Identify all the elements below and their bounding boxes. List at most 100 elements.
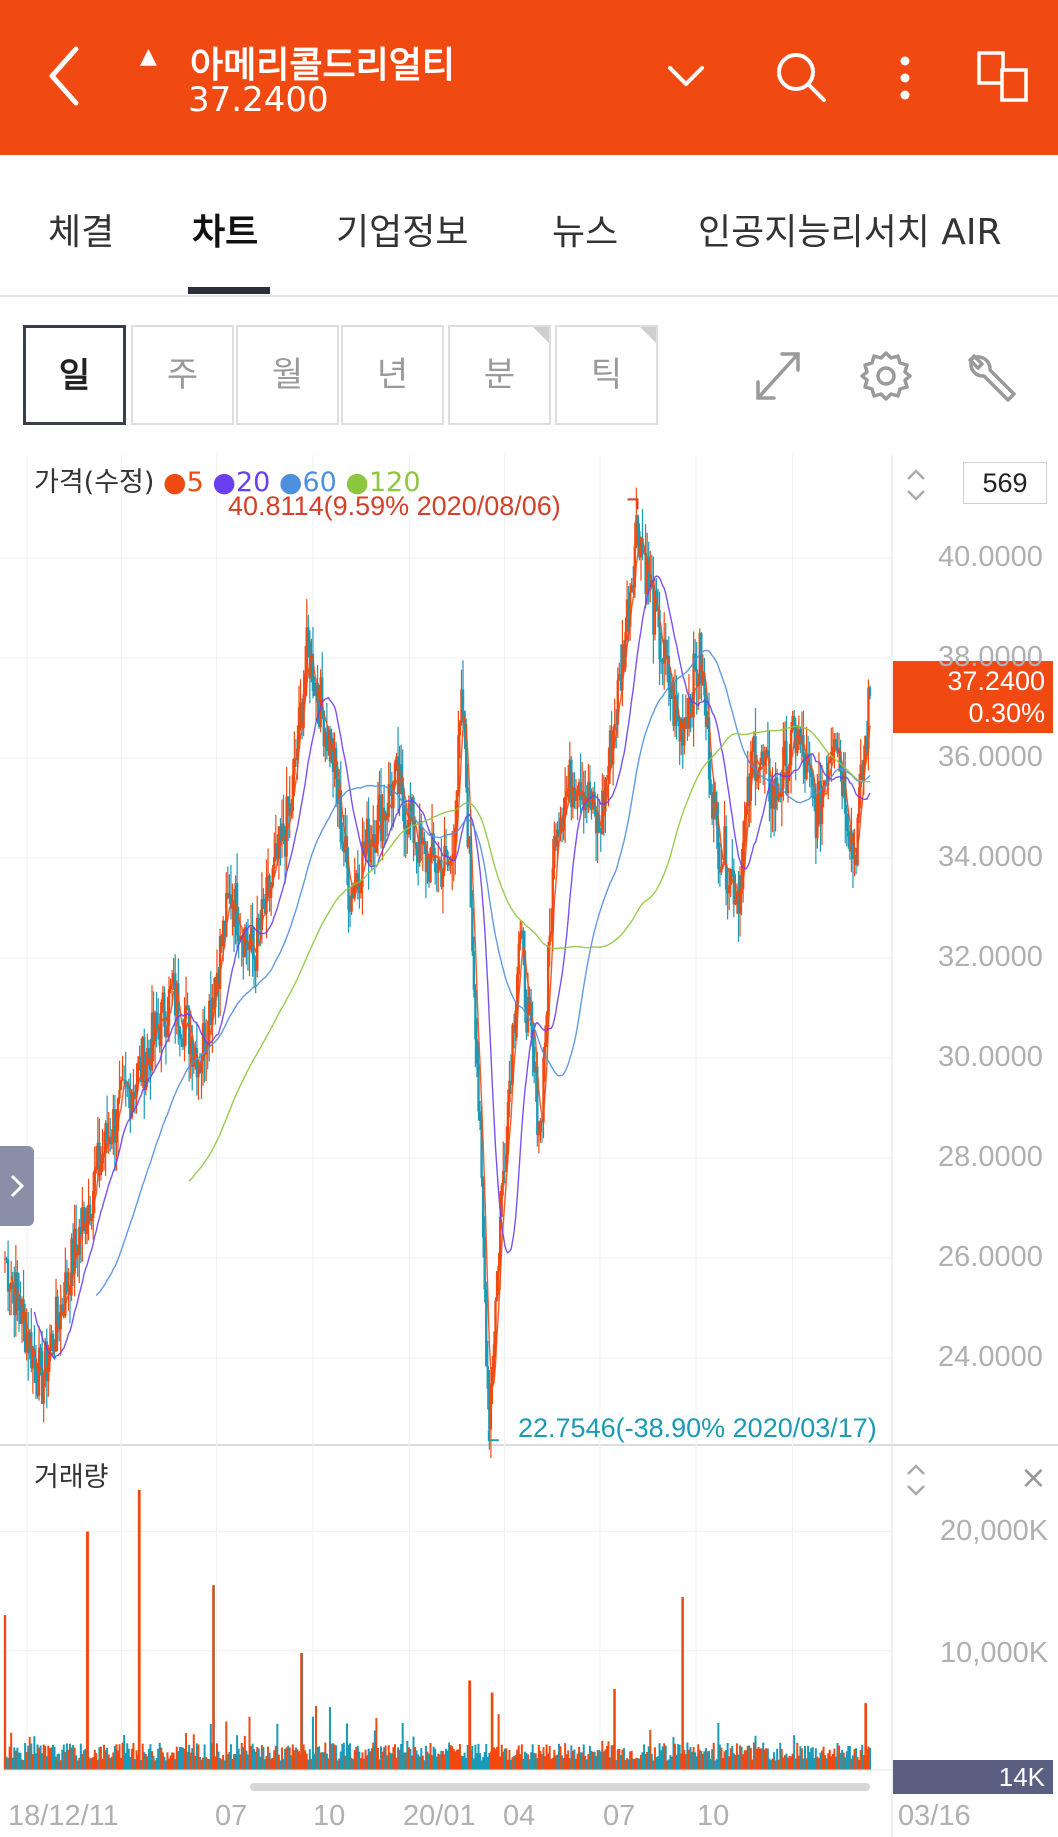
volume-bar — [813, 1757, 816, 1770]
volume-bar — [287, 1745, 290, 1770]
candle-body — [498, 1216, 502, 1266]
candle-body — [542, 1057, 545, 1123]
candle-body — [102, 1152, 106, 1155]
panel-resize-icon[interactable] — [904, 465, 928, 505]
volume-bar — [848, 1746, 851, 1770]
candle-body — [223, 920, 226, 937]
panel-resize-icon[interactable] — [904, 1460, 928, 1500]
stock-name[interactable]: 아메리콜드리얼티 — [190, 45, 455, 86]
candle-body — [211, 997, 214, 1025]
volume-bar — [779, 1742, 782, 1770]
candle-body — [274, 843, 277, 857]
candle-body — [862, 759, 866, 782]
volume-peak-bar — [613, 1688, 616, 1770]
candle-body — [401, 777, 404, 805]
period-day-button[interactable]: 일 — [23, 325, 126, 425]
volume-bar — [294, 1747, 297, 1770]
data-count-box[interactable]: 569 — [963, 462, 1047, 504]
candle-body — [146, 1047, 149, 1066]
tab-ai-research[interactable]: 인공지능리서치 AIR — [698, 212, 1002, 253]
search-icon[interactable] — [774, 50, 828, 104]
candle-body — [433, 855, 437, 873]
candle-body — [693, 653, 697, 670]
candle-body — [324, 731, 327, 747]
candle-body — [229, 894, 233, 909]
candle-body — [621, 644, 624, 691]
candle-body — [687, 697, 691, 729]
candle-body — [842, 772, 845, 797]
candle-body — [861, 764, 864, 782]
candle-body — [745, 806, 748, 820]
period-year-button[interactable]: 년 — [341, 325, 444, 425]
volume-bar — [403, 1752, 406, 1770]
candle-body — [791, 715, 794, 730]
x-tick: 04 — [503, 1800, 536, 1832]
candle-body — [424, 845, 428, 873]
period-tick-button[interactable]: 틱 — [555, 325, 658, 425]
volume-bar — [754, 1735, 757, 1770]
candle-body — [429, 847, 432, 882]
volume-bar — [771, 1758, 774, 1770]
chart-area[interactable] — [0, 455, 1058, 1837]
candle-body — [242, 935, 245, 957]
candle-body — [178, 1026, 182, 1039]
tab-company-info[interactable]: 기업정보 — [336, 212, 469, 253]
volume-bar — [745, 1750, 748, 1770]
volume-bar — [169, 1755, 172, 1770]
tab-trades[interactable]: 체결 — [48, 212, 115, 253]
volume-bar — [369, 1751, 372, 1770]
candle-body — [78, 1227, 81, 1256]
candle-body — [480, 1120, 483, 1179]
close-icon[interactable]: × — [1020, 1458, 1047, 1496]
more-vertical-icon[interactable] — [898, 55, 912, 101]
volume-bar — [602, 1751, 605, 1770]
split-screen-icon[interactable] — [976, 50, 1030, 104]
period-week-button[interactable]: 주 — [131, 325, 234, 425]
candle-body — [6, 1259, 10, 1292]
low-marker — [487, 1430, 499, 1442]
candle-body — [116, 1098, 120, 1132]
candle-body — [441, 871, 445, 887]
volume-bar — [246, 1754, 249, 1770]
volume-bar — [262, 1747, 265, 1770]
volume-peak-bar — [681, 1597, 684, 1770]
candle-body — [413, 842, 417, 844]
volume-bar — [349, 1743, 352, 1770]
volume-bar — [55, 1756, 58, 1770]
candle-body — [468, 836, 471, 847]
settings-gear-icon[interactable] — [858, 348, 914, 404]
top-bar: ▲ 아메리콜드리얼티 37.2400 — [0, 0, 1058, 155]
volume-bar — [551, 1757, 554, 1770]
candle-body — [415, 842, 418, 849]
tab-chart[interactable]: 차트 — [192, 212, 259, 253]
volume-bar — [649, 1729, 652, 1770]
candle-body — [101, 1154, 104, 1164]
volume-bar — [604, 1749, 607, 1770]
tab-news[interactable]: 뉴스 — [552, 212, 619, 253]
expand-icon[interactable] — [752, 348, 804, 404]
candle-body — [811, 777, 814, 787]
volume-bar — [409, 1749, 412, 1770]
back-chevron-icon[interactable] — [44, 45, 84, 107]
wrench-icon[interactable] — [964, 350, 1020, 406]
volume-bar — [336, 1760, 339, 1770]
candle-body — [537, 1132, 541, 1135]
candle-body — [300, 702, 304, 728]
candle-body — [735, 891, 739, 901]
side-panel-handle[interactable] — [0, 1146, 34, 1226]
candle-body — [105, 1123, 109, 1142]
candle-body — [110, 1142, 113, 1145]
candle-body — [653, 590, 657, 635]
period-minute-button[interactable]: 분 — [448, 325, 551, 425]
period-month-button[interactable]: 월 — [236, 325, 339, 425]
price-volume-chart[interactable] — [0, 455, 1058, 1837]
candle-body — [79, 1227, 83, 1234]
volume-bar — [855, 1748, 858, 1770]
x-tick: 07 — [215, 1800, 248, 1832]
chevron-down-icon[interactable] — [666, 64, 706, 88]
chart-scrollbar[interactable] — [250, 1783, 870, 1791]
candle-body — [277, 826, 281, 860]
candle-body — [717, 825, 720, 869]
volume-bar — [534, 1753, 537, 1770]
volume-bar — [485, 1743, 488, 1770]
